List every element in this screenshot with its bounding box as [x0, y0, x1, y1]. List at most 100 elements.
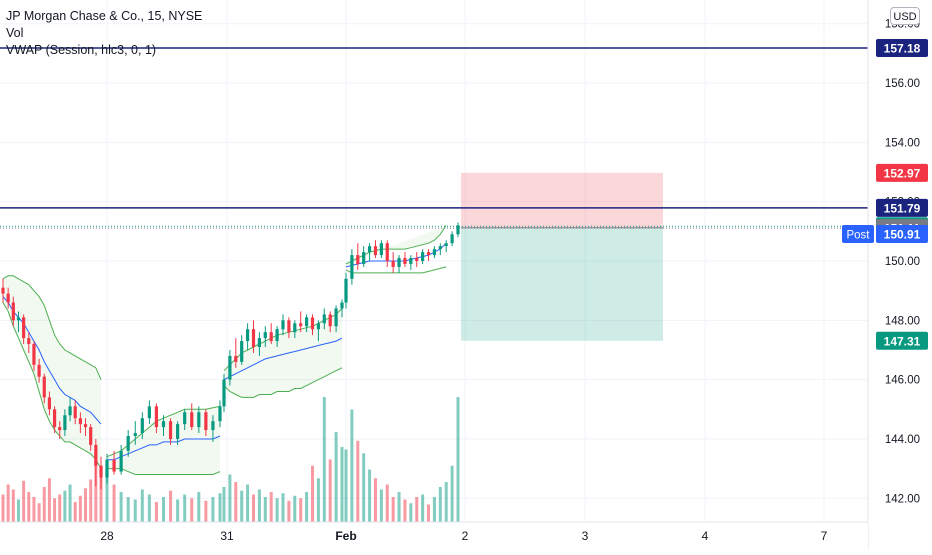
vwap-bands	[2, 225, 447, 475]
volume-bar	[350, 409, 354, 522]
volume-bar	[42, 487, 46, 522]
volume-bar	[415, 497, 419, 522]
candle-body	[403, 258, 407, 264]
candle-body	[438, 246, 442, 250]
volume-bar	[197, 492, 201, 522]
candle-body	[11, 302, 15, 321]
volume-bar	[246, 484, 250, 522]
candle-body	[47, 397, 52, 410]
horizontal-lines	[0, 47, 868, 229]
time-axis: 28 31 Feb 2 3 4 7	[0, 521, 868, 550]
price-label-text: 147.31	[884, 334, 921, 348]
candle-body	[190, 412, 194, 428]
time-tick-label: 7	[821, 529, 828, 543]
candle-body	[78, 418, 82, 425]
volume-bar	[362, 453, 366, 522]
vwap-upper-band	[2, 275, 102, 380]
volume-bar	[275, 498, 279, 522]
time-tick-label: 28	[100, 529, 114, 543]
price-tick-label: 144.00	[885, 434, 920, 446]
time-tick-label: 2	[462, 529, 469, 543]
volume-bar	[22, 480, 26, 522]
vwap-lower-band	[223, 367, 343, 398]
time-tick-label: Feb	[335, 529, 356, 543]
candle-body	[275, 329, 279, 342]
candle-body	[432, 249, 437, 256]
candle-body	[94, 444, 98, 466]
volume-bar	[140, 489, 144, 522]
volume-bar	[257, 489, 261, 522]
candle-body	[340, 302, 344, 309]
candle-body	[68, 406, 72, 416]
currency-button[interactable]: USD	[890, 7, 920, 25]
volume-bar	[252, 494, 255, 522]
price-label-text: 150.91	[884, 228, 921, 242]
candle-body	[37, 364, 41, 377]
candle-body	[27, 338, 31, 345]
volume-bar	[204, 500, 208, 522]
volume-bar	[409, 503, 413, 522]
price-axis: 142.00144.00146.00148.00150.00152.00154.…	[867, 0, 932, 550]
volume-bar	[328, 459, 332, 522]
candle-body	[154, 406, 159, 428]
volume-bar	[176, 499, 180, 522]
price-label-text: 157.18	[884, 42, 921, 56]
volume-bar	[344, 449, 348, 522]
candle-body	[293, 323, 297, 333]
candle-body	[228, 355, 232, 380]
candle-body	[246, 329, 250, 342]
volume-bar	[126, 497, 130, 522]
candle-body	[105, 459, 109, 478]
volume-bar	[281, 493, 285, 522]
candle-body	[421, 252, 425, 261]
candle-body	[240, 341, 244, 362]
vwap-lower-band	[345, 266, 447, 274]
volume-bar	[240, 490, 244, 522]
candle-body	[310, 317, 315, 330]
vwap-line	[107, 435, 221, 461]
price-tick-label: 156.00	[885, 78, 920, 90]
volume-bar	[228, 474, 232, 522]
candle-body	[6, 293, 10, 303]
candle-body	[456, 225, 460, 235]
volume-bar	[222, 487, 226, 522]
candle-body	[22, 317, 26, 339]
vwap-lower-band	[2, 302, 102, 469]
candle-body	[444, 243, 448, 247]
candle-body	[197, 412, 201, 428]
price-tick-label: 150.00	[885, 256, 920, 268]
price-labels: 157.18152.97151.79151.17151.11150.91Post…	[842, 39, 928, 350]
price-tick-label: 146.00	[885, 375, 920, 387]
candle-body	[58, 427, 62, 431]
candle-body	[168, 421, 173, 439]
price-label-text: 151.79	[884, 201, 921, 215]
candle-body	[63, 415, 67, 431]
volume-bar	[263, 497, 267, 522]
candle-body	[322, 314, 326, 324]
price-label-badge	[876, 163, 928, 182]
volume-bar	[183, 494, 187, 522]
volume-bar	[385, 484, 389, 522]
candle-body	[269, 332, 273, 342]
volume-bar	[27, 492, 31, 522]
volume-bar	[154, 502, 158, 522]
price-axis-background	[868, 0, 932, 550]
post-tag-text: Post	[846, 230, 870, 242]
candle-body	[373, 246, 378, 256]
stop-zone	[461, 172, 663, 228]
candle-body	[204, 412, 208, 431]
candle-body	[316, 323, 320, 330]
grid	[0, 0, 868, 522]
volume-bar	[162, 497, 165, 522]
candle-body	[16, 317, 21, 321]
legend: JP Morgan Chase & Co., 15, NYSE Vol VWAP…	[6, 8, 202, 59]
volume-bar	[190, 498, 194, 522]
volume-bar	[94, 453, 98, 522]
volume-bar	[89, 479, 93, 522]
volume-bar	[397, 492, 401, 522]
candle-body	[397, 258, 401, 267]
candle-body	[362, 252, 366, 264]
volume-bar	[147, 494, 151, 522]
